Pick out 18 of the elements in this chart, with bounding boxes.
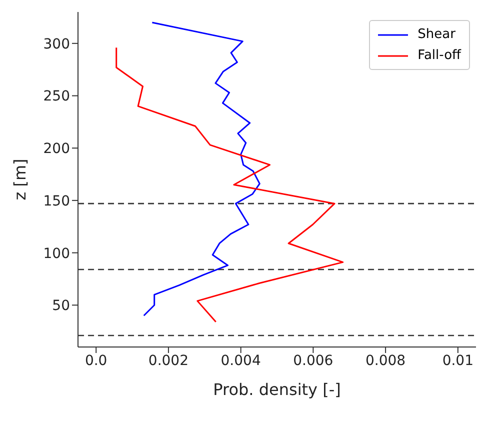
line-series (143, 22, 260, 316)
x-tick-label: 0.002 (148, 352, 188, 369)
x-tick-label: 0.008 (366, 352, 406, 369)
x-tick-label: 0.006 (293, 352, 334, 369)
legend-label: Shear (418, 26, 456, 44)
y-tick-label: 100 (43, 246, 70, 262)
line-series (116, 46, 344, 323)
x-axis-title: Prob. density [-] (213, 380, 341, 399)
x-tick-label: 0.01 (442, 352, 474, 369)
y-tick-label: 300 (43, 36, 70, 52)
legend-label: Fall-off (418, 47, 461, 65)
x-tick-label: 0.004 (220, 352, 261, 369)
y-tick-label: 50 (52, 298, 70, 314)
x-tick-label: 0.0 (84, 352, 108, 369)
y-tick-label: 250 (43, 88, 70, 105)
y-tick-label: 200 (43, 141, 70, 158)
y-tick-label: 150 (43, 193, 70, 210)
y-axis-title: z [m] (10, 158, 30, 200)
